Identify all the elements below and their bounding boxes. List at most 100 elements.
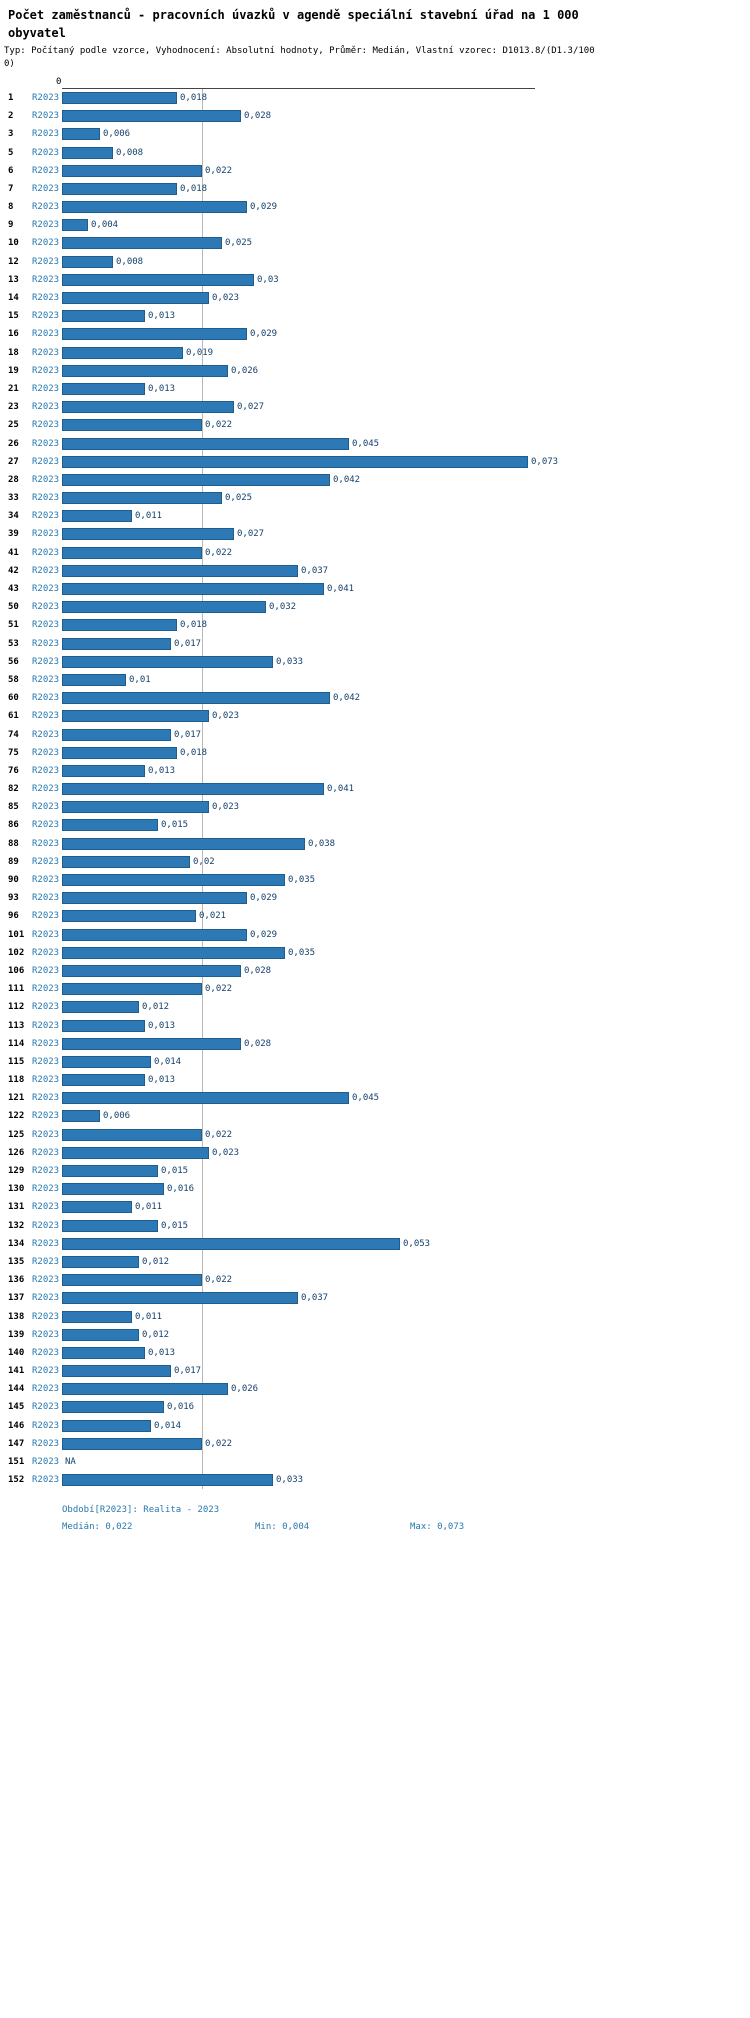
value-bar — [62, 237, 222, 250]
row-series-label: R2023 — [32, 1129, 60, 1140]
row-series-label: R2023 — [32, 929, 60, 940]
value-bar — [62, 1110, 100, 1123]
row-series-label: R2023 — [32, 802, 60, 813]
value-label: 0,042 — [333, 474, 361, 485]
row-id-label: 152 — [8, 1475, 25, 1486]
row-id-label: 8 — [8, 202, 14, 213]
chart-subtitle: Typ: Počítaný podle vzorce, Vyhodnocení:… — [4, 46, 595, 70]
chart-row: 118 R2023 0,013 — [0, 1071, 750, 1089]
value-label: 0,022 — [205, 547, 233, 558]
row-id-label: 129 — [8, 1166, 25, 1177]
value-label: 0,042 — [333, 693, 361, 704]
value-label: 0,008 — [116, 256, 144, 267]
row-plot-area: 0,013 — [62, 310, 750, 323]
chart-row: 96 R2023 0,021 — [0, 907, 750, 925]
chart-row: 58 R2023 0,01 — [0, 671, 750, 689]
row-series-label: R2023 — [32, 402, 60, 413]
row-plot-area: 0,041 — [62, 583, 750, 596]
value-label: 0,022 — [205, 1275, 233, 1286]
value-bar — [62, 819, 158, 832]
row-series-label: R2023 — [32, 693, 60, 704]
row-plot-area: 0,037 — [62, 1292, 750, 1305]
chart-row: 86 R2023 0,015 — [0, 816, 750, 834]
chart-row: 25 R2023 0,022 — [0, 416, 750, 434]
row-id-label: 42 — [8, 565, 19, 576]
row-series-label: R2023 — [32, 1366, 60, 1377]
row-plot-area: 0,013 — [62, 764, 750, 777]
value-bar — [62, 673, 126, 686]
value-bar — [62, 783, 324, 796]
row-series-label: R2023 — [32, 1293, 60, 1304]
value-label: 0,006 — [103, 1111, 131, 1122]
chart-footer: Období[R2023]: Realita - 2023 Medián: 0,… — [0, 1505, 750, 1538]
value-label: 0,026 — [231, 365, 259, 376]
row-id-label: 26 — [8, 438, 19, 449]
value-bar — [62, 928, 247, 941]
row-id-label: 145 — [8, 1402, 25, 1413]
median-stat: Medián: 0,022 — [62, 1522, 133, 1533]
value-label: 0,025 — [225, 493, 253, 504]
chart-row: 1 R2023 0,018 — [0, 89, 750, 107]
value-bar — [62, 1365, 171, 1378]
row-plot-area: 0,014 — [62, 1419, 750, 1432]
row-series-label: R2023 — [32, 1056, 60, 1067]
row-id-label: 3 — [8, 129, 14, 140]
row-series-label: R2023 — [32, 202, 60, 213]
row-series-label: R2023 — [32, 511, 60, 522]
row-series-label: R2023 — [32, 529, 60, 540]
row-plot-area: 0,029 — [62, 928, 750, 941]
row-id-label: 60 — [8, 693, 19, 704]
row-series-label: R2023 — [32, 438, 60, 449]
row-id-label: 137 — [8, 1293, 25, 1304]
chart-row: 114 R2023 0,028 — [0, 1035, 750, 1053]
value-bar — [62, 510, 132, 523]
value-label: 0,029 — [250, 893, 278, 904]
row-id-label: 9 — [8, 220, 14, 231]
value-label: 0,015 — [161, 820, 189, 831]
row-plot-area: 0,015 — [62, 1165, 750, 1178]
row-series-label: R2023 — [32, 965, 60, 976]
value-bar — [62, 1183, 164, 1196]
value-label: 0,014 — [154, 1056, 182, 1067]
row-series-label: R2023 — [32, 220, 60, 231]
value-label: 0,041 — [327, 784, 355, 795]
value-label: 0,028 — [244, 1038, 272, 1049]
chart-row: 130 R2023 0,016 — [0, 1180, 750, 1198]
chart-rows: 1 R2023 0,018 2 R2023 0,028 3 R2023 0,006 5 R2023 0… — [0, 89, 750, 1489]
row-series-label: R2023 — [32, 111, 60, 122]
x-axis: 0 — [0, 77, 750, 89]
value-bar — [62, 1146, 209, 1159]
value-label: 0,018 — [180, 92, 208, 103]
row-plot-area: 0,037 — [62, 564, 750, 577]
value-label: 0,011 — [135, 511, 163, 522]
row-id-label: 13 — [8, 274, 19, 285]
value-label: NA — [65, 1457, 76, 1468]
row-id-label: 12 — [8, 256, 19, 267]
row-id-label: 146 — [8, 1420, 25, 1431]
value-bar — [62, 182, 177, 195]
value-label: 0,01 — [129, 674, 151, 685]
row-series-label: R2023 — [32, 183, 60, 194]
row-id-label: 27 — [8, 456, 19, 467]
row-series-label: R2023 — [32, 638, 60, 649]
value-bar — [62, 692, 330, 705]
row-id-label: 2 — [8, 111, 14, 122]
row-id-label: 102 — [8, 947, 25, 958]
value-label: 0,037 — [301, 1293, 329, 1304]
chart-row: 126 R2023 0,023 — [0, 1144, 750, 1162]
row-id-label: 131 — [8, 1202, 25, 1213]
row-series-label: R2023 — [32, 147, 60, 158]
value-bar — [62, 1474, 273, 1487]
row-plot-area: 0,028 — [62, 110, 750, 123]
value-label: 0,016 — [167, 1184, 195, 1195]
row-plot-area: 0,023 — [62, 801, 750, 814]
row-series-label: R2023 — [32, 1166, 60, 1177]
value-bar — [62, 146, 113, 159]
row-id-label: 33 — [8, 493, 19, 504]
row-plot-area: 0,02 — [62, 855, 750, 868]
value-bar — [62, 1074, 145, 1087]
value-label: 0,02 — [193, 856, 215, 867]
value-bar — [62, 128, 100, 141]
value-bar — [62, 1328, 139, 1341]
row-id-label: 125 — [8, 1129, 25, 1140]
